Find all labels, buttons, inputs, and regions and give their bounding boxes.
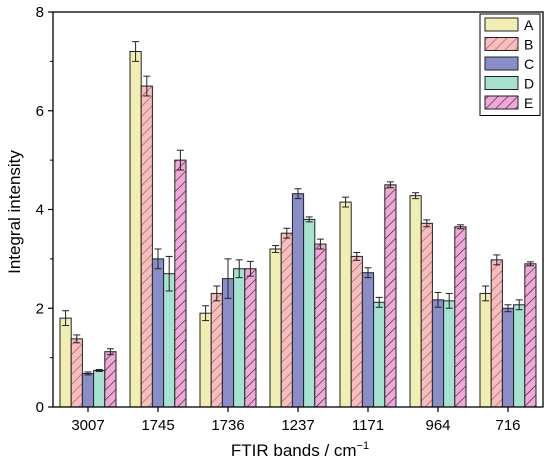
y-tick-label-6: 6: [36, 103, 44, 120]
bar-B-1171: [350, 255, 363, 408]
bar-E-1745: [174, 159, 187, 408]
bar-E-716: [524, 263, 537, 408]
legend-label-D: D: [524, 76, 534, 92]
bar-B-3007: [70, 338, 83, 408]
y-tick-label-4: 4: [36, 202, 44, 219]
bar-E-1237: [314, 243, 327, 408]
x-axis-label-main: FTIR bands / cm: [231, 441, 357, 460]
x-axis-label: FTIR bands / cm−1: [231, 440, 369, 460]
bar-B-1237: [280, 232, 293, 408]
bar-A-1237: [269, 248, 282, 408]
legend-label-C: C: [524, 56, 534, 72]
x-tick-label-716: 716: [495, 417, 520, 434]
bar-C-716: [501, 307, 515, 408]
legend-swatch-A: [484, 17, 519, 32]
x-tick-label-1745: 1745: [141, 417, 174, 434]
bar-D-1171: [373, 301, 386, 408]
x-tick-label-1171: 1171: [352, 417, 384, 434]
bar-D-964: [443, 300, 456, 408]
bar-B-964: [420, 222, 433, 408]
bar-D-1237: [303, 218, 316, 408]
legend-swatch-D: [484, 76, 519, 90]
bar-C-3007: [81, 372, 95, 408]
legend-label-A: A: [524, 17, 534, 33]
bar-B-1736: [210, 292, 223, 408]
bar-D-3007: [93, 369, 106, 408]
legend-swatch-E: [484, 95, 519, 110]
bar-C-964: [431, 299, 445, 408]
legend-swatch-B: [484, 37, 519, 51]
bar-A-716: [479, 292, 492, 408]
y-tick-label-2: 2: [36, 300, 44, 317]
y-axis-label: Integral intensity: [5, 150, 24, 274]
bar-E-1736: [244, 268, 257, 408]
legend-label-B: B: [524, 37, 533, 53]
bar-C-1745: [151, 258, 165, 408]
bar-D-1736: [233, 268, 246, 408]
bar-E-964: [454, 226, 467, 408]
x-tick-label-1736: 1736: [211, 417, 244, 434]
bar-A-3007: [59, 317, 72, 408]
bars-layer: [59, 51, 537, 408]
bar-C-1237: [291, 193, 305, 408]
axes-layer: 0 2 4 6 8 3007 1745 1736 1237 1171 964 716: [36, 4, 544, 434]
bar-B-716: [490, 259, 503, 408]
x-axis-label-superscript: −1: [357, 440, 370, 452]
y-tick-label-8: 8: [36, 4, 44, 21]
bar-D-1745: [163, 273, 176, 408]
bar-E-3007: [104, 351, 117, 408]
bar-A-1745: [129, 51, 142, 408]
bar-A-1736: [199, 312, 212, 408]
legend-swatch-C: [484, 56, 519, 71]
bar-A-1171: [339, 201, 352, 408]
bar-E-1171: [384, 184, 397, 408]
bar-A-964: [409, 195, 422, 408]
legend-label-E: E: [524, 95, 533, 111]
bar-B-1745: [140, 85, 153, 408]
y-tick-label-0: 0: [36, 399, 44, 416]
x-tick-label-964: 964: [425, 417, 450, 434]
x-tick-label-1237: 1237: [281, 417, 314, 434]
bar-D-716: [513, 304, 526, 408]
x-tick-label-3007: 3007: [71, 417, 104, 434]
bar-C-1171: [361, 272, 375, 408]
errorbars-layer: [62, 41, 534, 376]
